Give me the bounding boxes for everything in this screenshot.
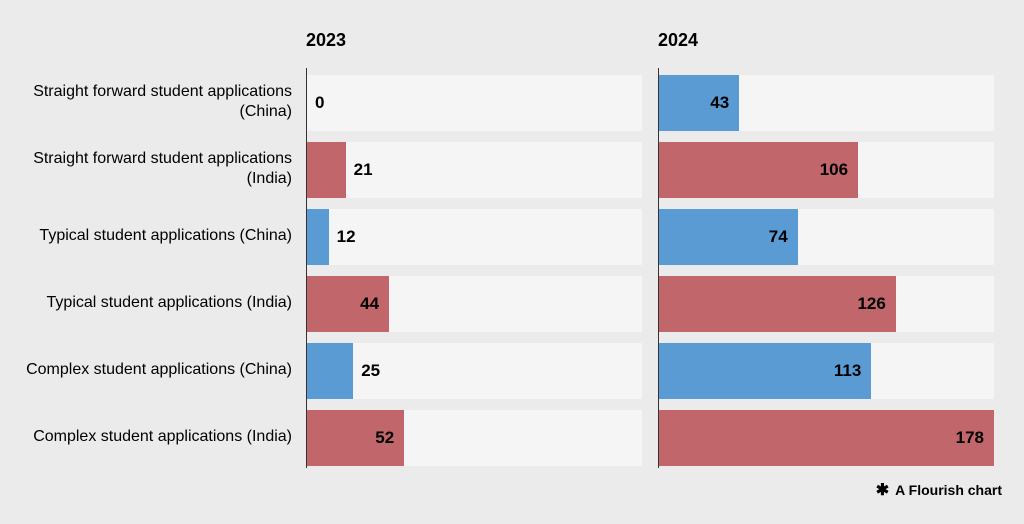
bar-value-label: 74 [769,227,798,247]
bar-wrap: 12 [306,203,642,270]
bar-wrap: 178 [658,404,994,471]
bar: 12 [307,209,329,265]
bar: 106 [659,142,858,198]
bar: 74 [659,209,798,265]
chart-container: Straight forward student applications (C… [20,30,1004,470]
bar-row: 113 [658,337,994,404]
category-label: Straight forward student applications (C… [20,68,300,135]
category-label-text: Complex student applications (China) [26,360,292,380]
bar-value-label: 0 [307,93,324,113]
category-label-text: Straight forward student applications (I… [20,149,292,189]
bar-value-label: 43 [710,93,739,113]
bar-value-label: 25 [353,361,380,381]
bar-value-label: 106 [820,160,858,180]
bar-row: 43 [658,69,994,136]
bar-row: 0 [306,69,642,136]
bar: 113 [659,343,871,399]
bar: 21 [307,142,346,198]
panel-header-2024: 2024 [658,30,994,51]
panel-header-2023: 2023 [306,30,642,51]
bar-row: 52 [306,404,642,471]
category-label-text: Typical student applications (India) [47,293,292,313]
category-label-text: Straight forward student applications (C… [20,82,292,122]
bar-value-label: 178 [956,428,994,448]
bar-row: 126 [658,270,994,337]
category-label: Complex student applications (China) [20,336,300,403]
bar: 178 [659,410,994,466]
bar-wrap: 126 [658,270,994,337]
category-label: Typical student applications (India) [20,269,300,336]
bar-value-label: 52 [375,428,404,448]
bar-row: 44 [306,270,642,337]
bar-track [307,75,642,131]
bar-value-label: 113 [834,361,871,381]
bars-2024: 43 106 74 126 113 178 [658,69,994,471]
bar-value-label: 44 [360,294,389,314]
category-label-text: Typical student applications (China) [39,226,292,246]
chart-credit: ✱ A Flourish chart [876,480,1002,500]
bar-wrap: 21 [306,136,642,203]
bar: 43 [659,75,739,131]
bar-value-label: 126 [857,294,895,314]
bar-track [307,209,642,265]
flourish-icon: ✱ [876,480,889,500]
bar-wrap: 106 [658,136,994,203]
category-label: Typical student applications (China) [20,202,300,269]
bar-wrap: 74 [658,203,994,270]
bar-row: 12 [306,203,642,270]
bar-wrap: 25 [306,337,642,404]
bar: 25 [307,343,353,399]
bar-wrap: 113 [658,337,994,404]
bar: 126 [659,276,896,332]
panel-2023: 2023 0 21 12 44 25 52 [300,30,652,470]
bar-wrap: 44 [306,270,642,337]
bar-row: 21 [306,136,642,203]
bar-wrap: 43 [658,69,994,136]
category-label: Complex student applications (India) [20,403,300,470]
bar-row: 25 [306,337,642,404]
bar-wrap: 0 [306,69,642,136]
bar-row: 74 [658,203,994,270]
bar-wrap: 52 [306,404,642,471]
category-label-text: Complex student applications (India) [33,427,292,447]
bar: 44 [307,276,389,332]
bar-value-label: 12 [329,227,356,247]
credit-text: A Flourish chart [895,482,1002,498]
bar-row: 106 [658,136,994,203]
category-labels-column: Straight forward student applications (C… [20,30,300,470]
bars-2023: 0 21 12 44 25 52 [306,69,642,471]
bar-value-label: 21 [346,160,373,180]
panel-2024: 2024 43 106 74 126 113 178 [652,30,1004,470]
bar: 52 [307,410,404,466]
bar-row: 178 [658,404,994,471]
category-label: Straight forward student applications (I… [20,135,300,202]
